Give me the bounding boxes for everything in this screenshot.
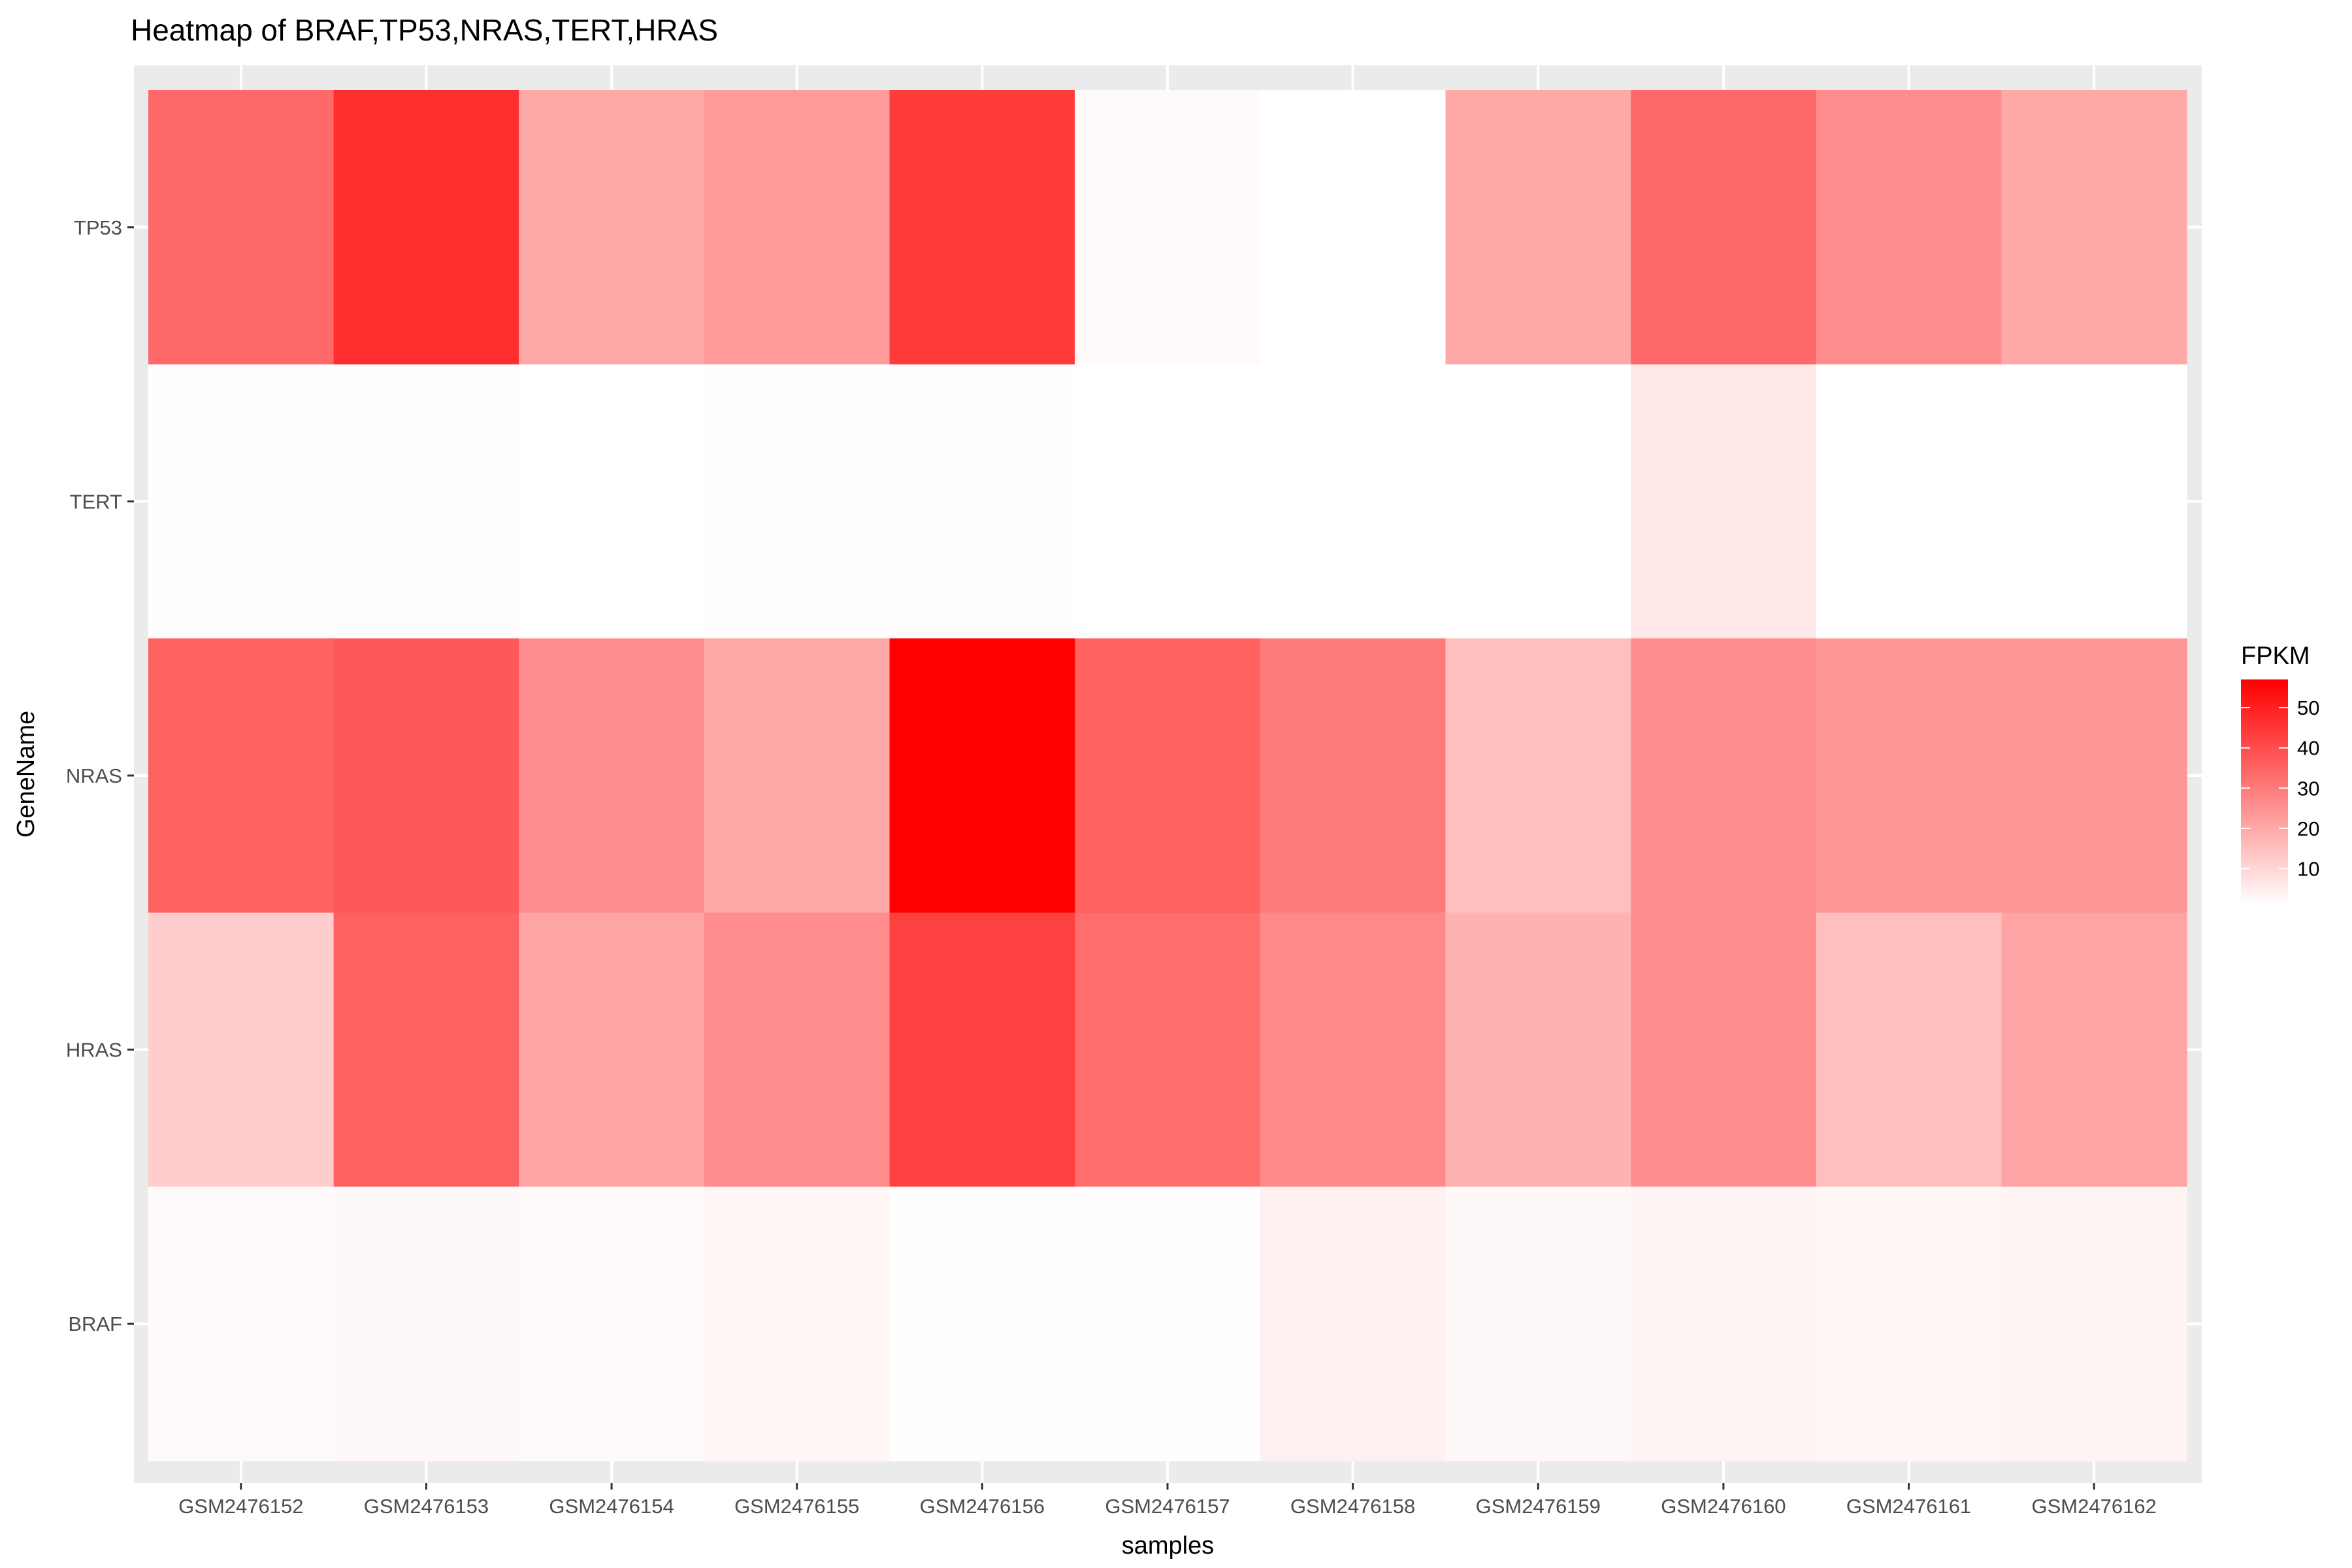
x-tick-label: GSM2476153 (364, 1495, 489, 1518)
heatmap-tile (2001, 912, 2187, 1187)
y-tick-label: HRAS (66, 1039, 122, 1062)
heatmap-tile (1631, 638, 1817, 913)
heatmap-tile (1075, 1186, 1261, 1462)
heatmap-tile (148, 364, 335, 639)
legend-title: FPKM (2241, 642, 2310, 670)
heatmap-tile (1445, 1186, 1631, 1462)
heatmap-tile (1445, 90, 1631, 365)
heatmap-tile (704, 912, 890, 1187)
heatmap-tile (333, 912, 519, 1187)
heatmap-tile (519, 638, 705, 913)
heatmap-tile (1445, 912, 1631, 1187)
heatmap-tile (704, 638, 890, 913)
y-axis: TP53 TERT NRAS HRAS BRAF (66, 216, 134, 1335)
heatmap-tile (1816, 1186, 2002, 1462)
heatmap-tile (1260, 1186, 1446, 1462)
x-tick-label: GSM2476154 (549, 1495, 674, 1518)
heatmap-tile (889, 364, 1075, 639)
x-axis-title: samples (1122, 1532, 1215, 1560)
heatmap-tile (333, 364, 519, 639)
legend-tick-label: 40 (2297, 737, 2319, 760)
heatmap-tile (148, 90, 335, 365)
x-tick-label: GSM2476155 (734, 1495, 859, 1518)
legend-colorbar (2241, 679, 2288, 905)
heatmap-tile (148, 912, 335, 1187)
heatmap-tile (704, 1186, 890, 1462)
legend-tick-label: 50 (2297, 696, 2319, 719)
heatmap-tile (704, 90, 890, 365)
heatmap-tile (1816, 90, 2002, 365)
heatmap-tile (1816, 364, 2002, 639)
heatmap-tile (1075, 90, 1261, 365)
chart-title: Heatmap of BRAF,TP53,NRAS,TERT,HRAS (131, 13, 718, 47)
heatmap-tile (519, 364, 705, 639)
x-tick-label: GSM2476156 (920, 1495, 1045, 1518)
heatmap-tile (1445, 638, 1631, 913)
heatmap-tile (1631, 912, 1817, 1187)
heatmap-tile (889, 638, 1075, 913)
heatmap-tile (1260, 364, 1446, 639)
x-tick-label: GSM2476159 (1476, 1495, 1601, 1518)
heatmap-tiles (148, 90, 2187, 1462)
y-tick-label: TERT (70, 490, 122, 513)
heatmap-tile (333, 638, 519, 913)
heatmap-tile (1445, 364, 1631, 639)
heatmap-tile (2001, 364, 2187, 639)
heatmap-tile (148, 638, 335, 913)
heatmap-tile (1816, 912, 2002, 1187)
heatmap-tile (1075, 638, 1261, 913)
heatmap-tile (2001, 638, 2187, 913)
legend-tick-label: 20 (2297, 817, 2319, 840)
heatmap-tile (1631, 364, 1817, 639)
x-tick-label: GSM2476161 (1846, 1495, 1971, 1518)
heatmap-tile (1260, 90, 1446, 365)
heatmap-tile (1816, 638, 2002, 913)
heatmap-tile (704, 364, 890, 639)
heatmap-tile (1631, 90, 1817, 365)
heatmap-tile (1075, 912, 1261, 1187)
heatmap-tile (889, 90, 1075, 365)
y-axis-title: GeneName (12, 711, 40, 838)
heatmap-tile (1260, 912, 1446, 1187)
x-tick-label: GSM2476160 (1661, 1495, 1786, 1518)
heatmap-tile (519, 90, 705, 365)
heatmap-tile (2001, 1186, 2187, 1462)
heatmap-tile (1075, 364, 1261, 639)
x-tick-label: GSM2476158 (1290, 1495, 1415, 1518)
y-tick-label: NRAS (66, 764, 122, 787)
heatmap-tile (333, 90, 519, 365)
heatmap-tile (1631, 1186, 1817, 1462)
legend-tick-label: 30 (2297, 777, 2319, 800)
heatmap-tile (519, 1186, 705, 1462)
heatmap-tile (519, 912, 705, 1187)
heatmap-tile (889, 912, 1075, 1187)
heatmap-tile (2001, 90, 2187, 365)
heatmap-tile (148, 1186, 335, 1462)
x-tick-label: GSM2476162 (2032, 1495, 2157, 1518)
y-tick-label: TP53 (74, 216, 122, 239)
x-axis: GSM2476152 GSM2476153 GSM2476154 GSM2476155… (178, 1483, 2157, 1518)
color-legend: FPKM 10 20 30 40 50 (2241, 642, 2319, 905)
heatmap-tile (333, 1186, 519, 1462)
x-tick-label: GSM2476152 (178, 1495, 303, 1518)
legend-tick-label: 10 (2297, 858, 2319, 881)
y-tick-label: BRAF (68, 1313, 122, 1335)
heatmap-tile (889, 1186, 1075, 1462)
x-tick-label: GSM2476157 (1105, 1495, 1230, 1518)
heatmap-tile (1260, 638, 1446, 913)
